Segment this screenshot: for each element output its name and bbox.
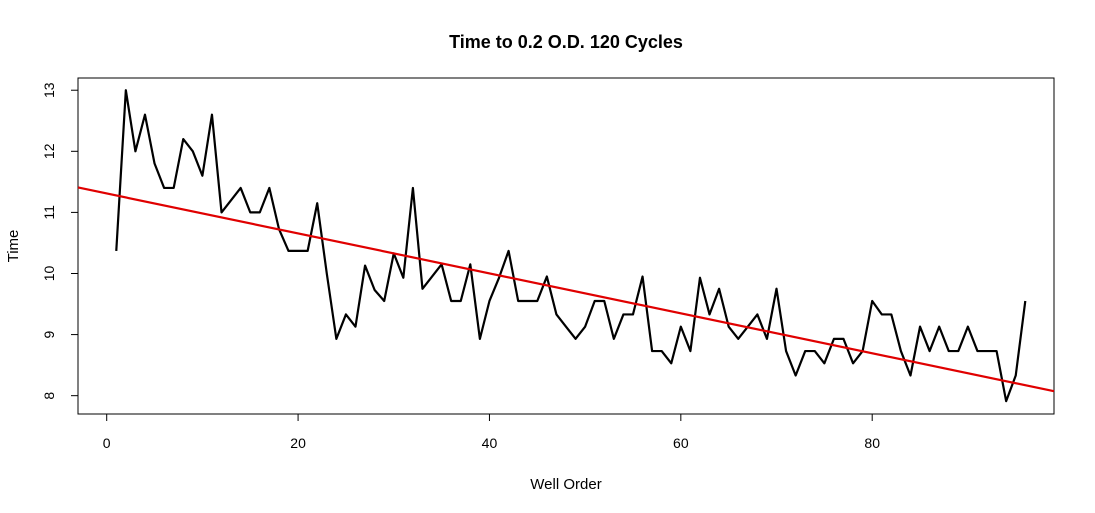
plot-frame [77,77,1055,415]
trend-line [77,186,1055,393]
y-tick-label: 8 [41,392,57,400]
y-tick-label: 13 [41,82,57,98]
series-line [115,89,1027,403]
y-axis-title: Time [5,230,22,263]
y-tick-label: 10 [41,265,57,281]
x-tick-label: 80 [864,435,880,451]
y-axis: 8 9 10 11 12 13 [41,82,79,400]
x-axis: 0 20 40 60 80 [103,413,880,451]
y-tick-label: 11 [41,205,57,220]
x-tick-label: 0 [103,435,111,451]
x-tick-label: 60 [673,435,689,451]
y-tick-label: 12 [41,143,57,159]
chart-title: Time to 0.2 O.D. 120 Cycles [449,32,683,52]
x-tick-label: 20 [290,435,306,451]
plot-area [77,89,1055,403]
x-axis-title: Well Order [530,476,601,493]
y-tick-label: 9 [41,330,57,338]
x-tick-label: 40 [482,435,498,451]
